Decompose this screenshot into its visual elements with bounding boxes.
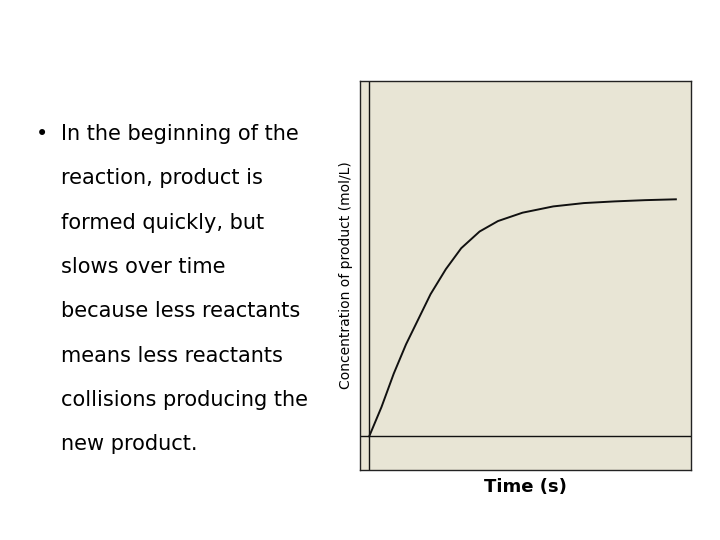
Text: In the beginning of the: In the beginning of the	[61, 124, 299, 144]
Text: because less reactants: because less reactants	[61, 301, 300, 321]
Text: means less reactants: means less reactants	[61, 346, 283, 366]
Text: collisions producing the: collisions producing the	[61, 390, 308, 410]
Y-axis label: Concentration of product (mol/L): Concentration of product (mol/L)	[339, 161, 353, 389]
Text: reaction, product is: reaction, product is	[61, 168, 263, 188]
Text: •: •	[36, 124, 48, 144]
Text: formed quickly, but: formed quickly, but	[61, 213, 264, 233]
Text: new product.: new product.	[61, 434, 198, 454]
X-axis label: Time (s): Time (s)	[484, 478, 567, 496]
Text: slows over time: slows over time	[61, 257, 225, 277]
